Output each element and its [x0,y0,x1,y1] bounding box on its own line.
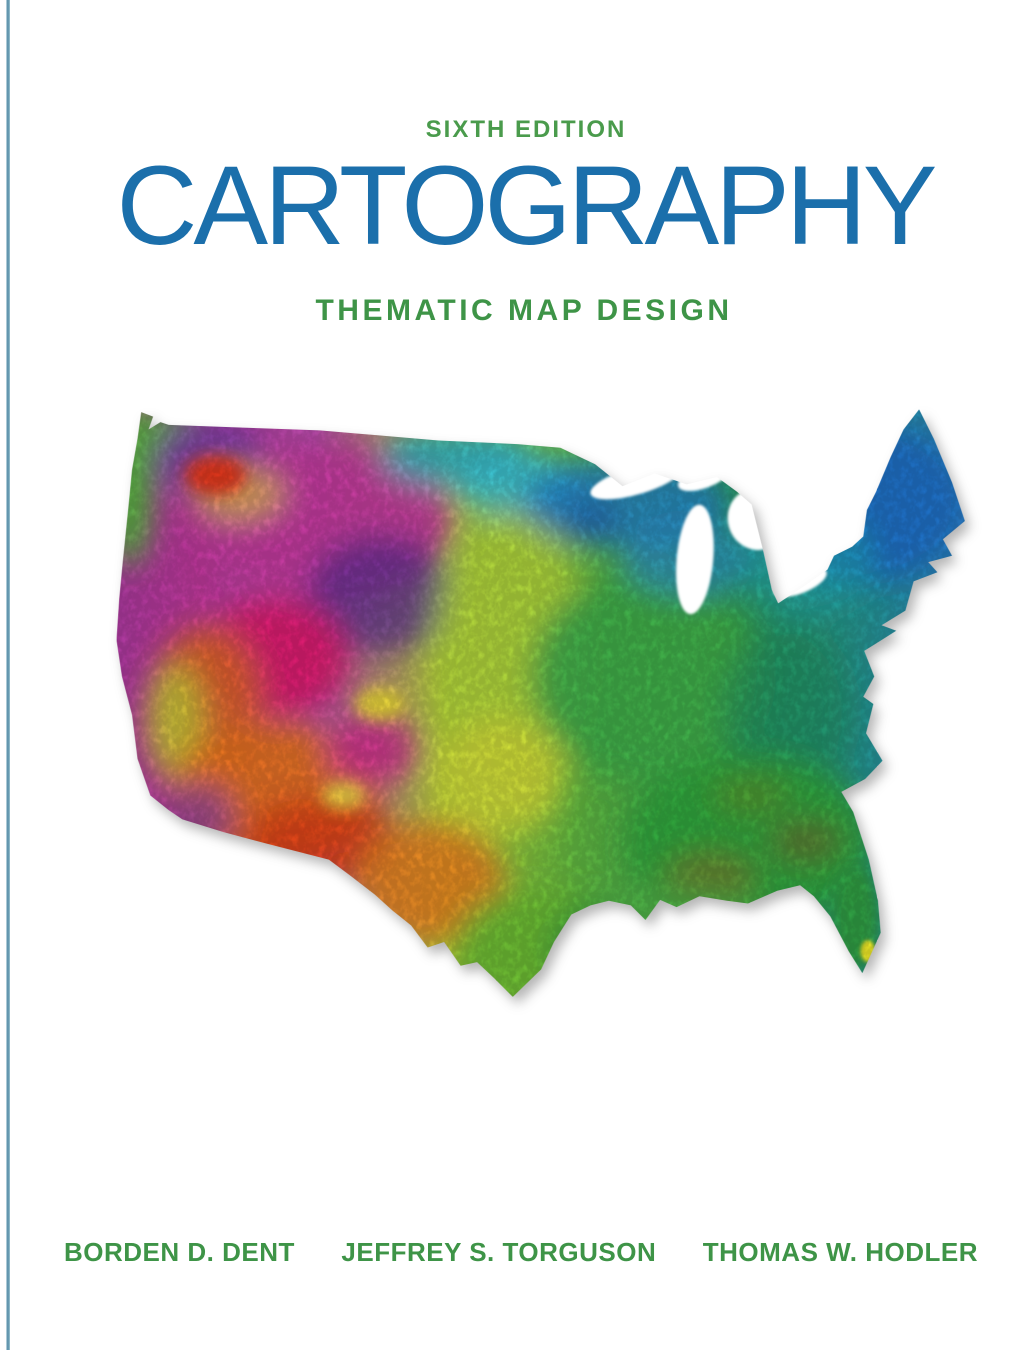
us-map-svg [116,409,965,997]
book-subtitle: THEMATIC MAP DESIGN [315,294,733,327]
us-map-illustration [56,402,1008,1006]
edition-label: SIXTH EDITION [425,116,627,143]
spine-accent-line [6,0,10,1350]
lake-michigan [676,504,714,615]
author-name: JEFFREY S. TORGUSON [341,1237,657,1267]
author-name: THOMAS W. HODLER [702,1237,978,1267]
lake-ontario [804,526,842,543]
author-name: BORDEN D. DENT [64,1237,295,1267]
us-map-painting [116,409,965,997]
book-title: CARTOGRAPHY [116,143,938,268]
author-row: BORDEN D. DENT JEFFREY S. TORGUSON THOMA… [64,1239,978,1265]
